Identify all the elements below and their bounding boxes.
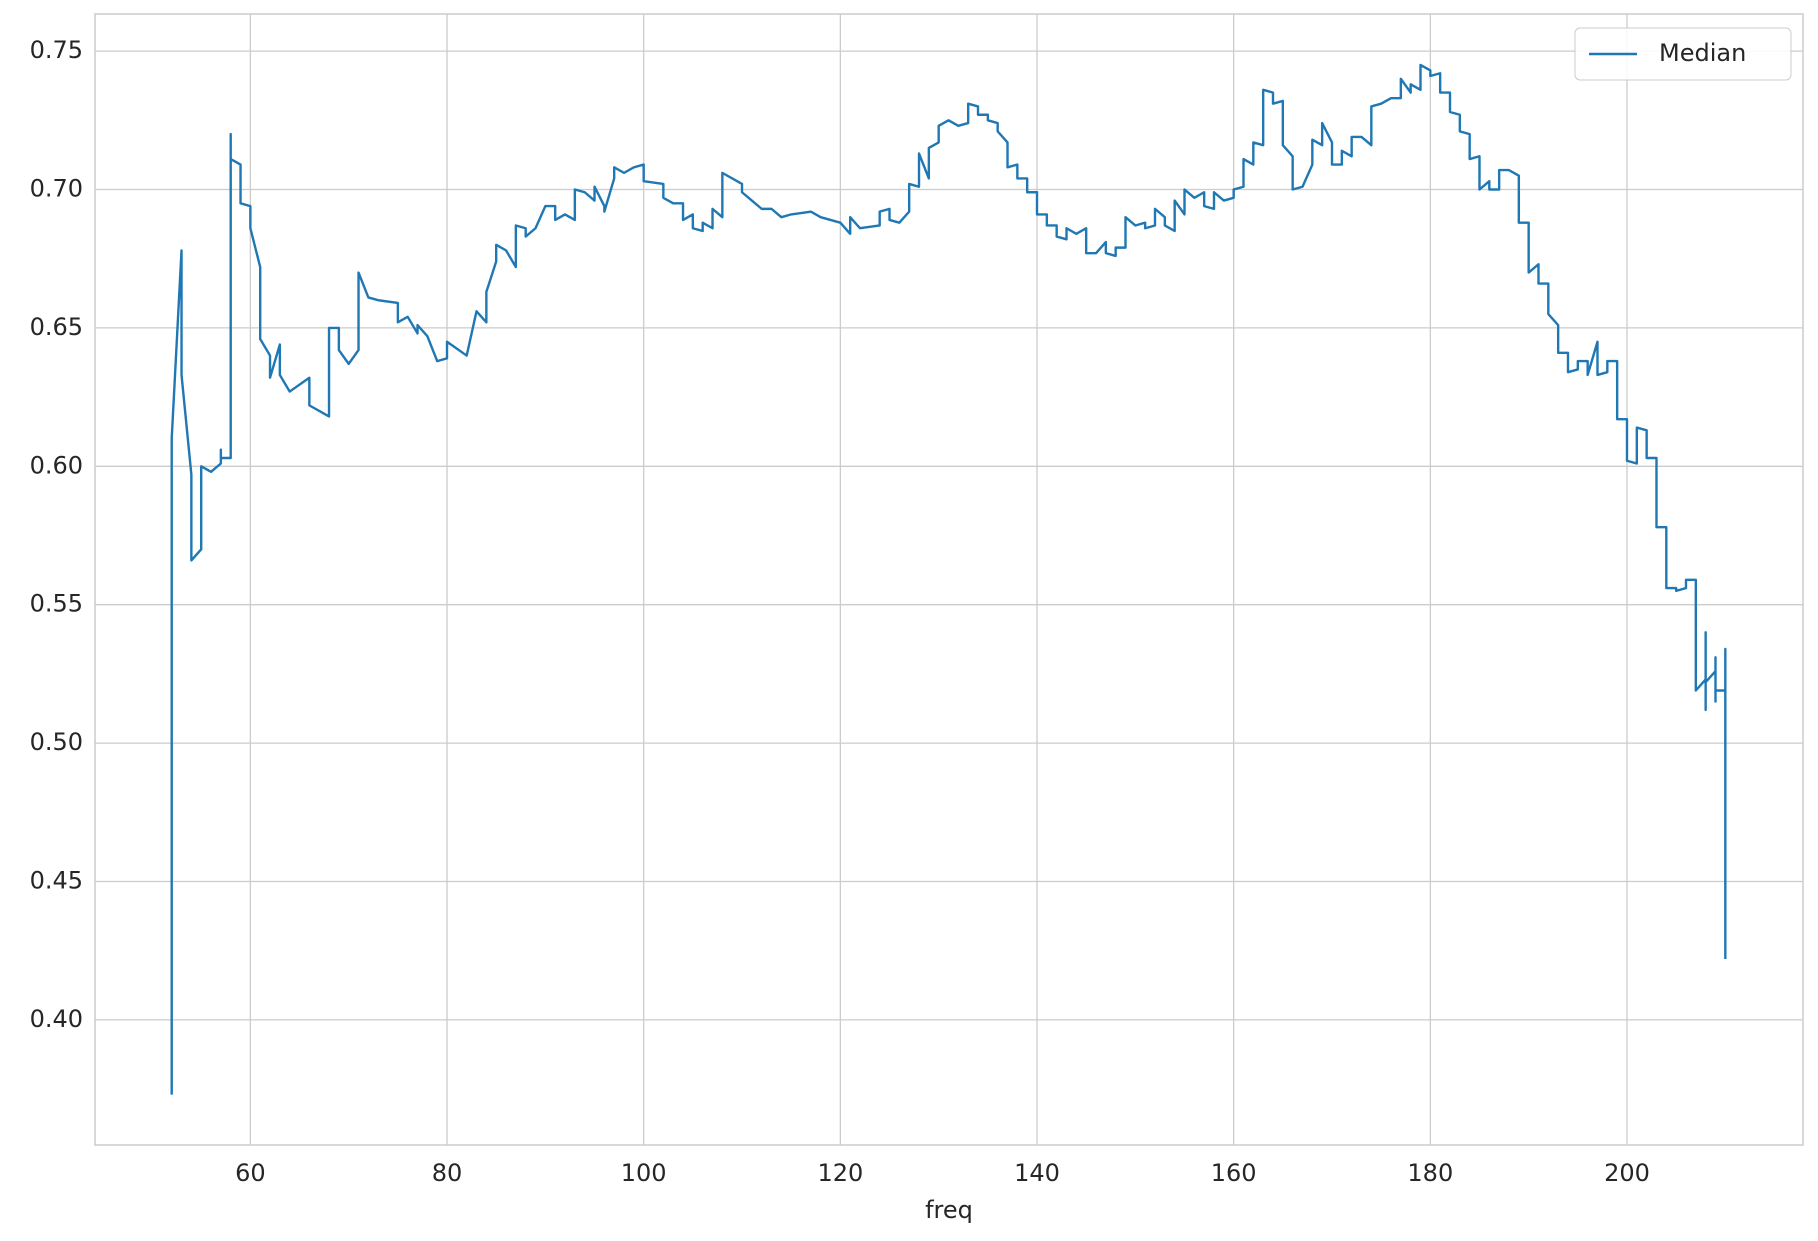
- x-tick-label: 80: [432, 1159, 463, 1187]
- legend: Median: [1574, 27, 1792, 81]
- y-tick-label: 0.50: [30, 728, 83, 756]
- grid: [95, 14, 1803, 1145]
- y-tick-label: 0.55: [30, 590, 83, 618]
- x-tick-label: 160: [1211, 1159, 1257, 1187]
- y-tick-label: 0.70: [30, 174, 83, 202]
- plot-frame: [94, 13, 1804, 1146]
- x-tick-label: 180: [1407, 1159, 1453, 1187]
- legend-label: Median: [1659, 39, 1746, 67]
- y-tick-label: 0.40: [30, 1005, 83, 1033]
- data-line: [170, 63, 1727, 1095]
- y-tick-label: 0.65: [30, 313, 83, 341]
- x-tick-label: 200: [1604, 1159, 1650, 1187]
- x-tick-label: 120: [817, 1159, 863, 1187]
- x-tick-label: 60: [235, 1159, 266, 1187]
- x-tick-label: 100: [621, 1159, 667, 1187]
- y-tick-label: 0.75: [30, 36, 83, 64]
- legend-box: [1574, 27, 1792, 81]
- y-tick-label: 0.45: [30, 866, 83, 894]
- y-tick-label: 0.60: [30, 451, 83, 479]
- x-axis-label: freq: [925, 1196, 973, 1224]
- x-tick-label: 140: [1014, 1159, 1060, 1187]
